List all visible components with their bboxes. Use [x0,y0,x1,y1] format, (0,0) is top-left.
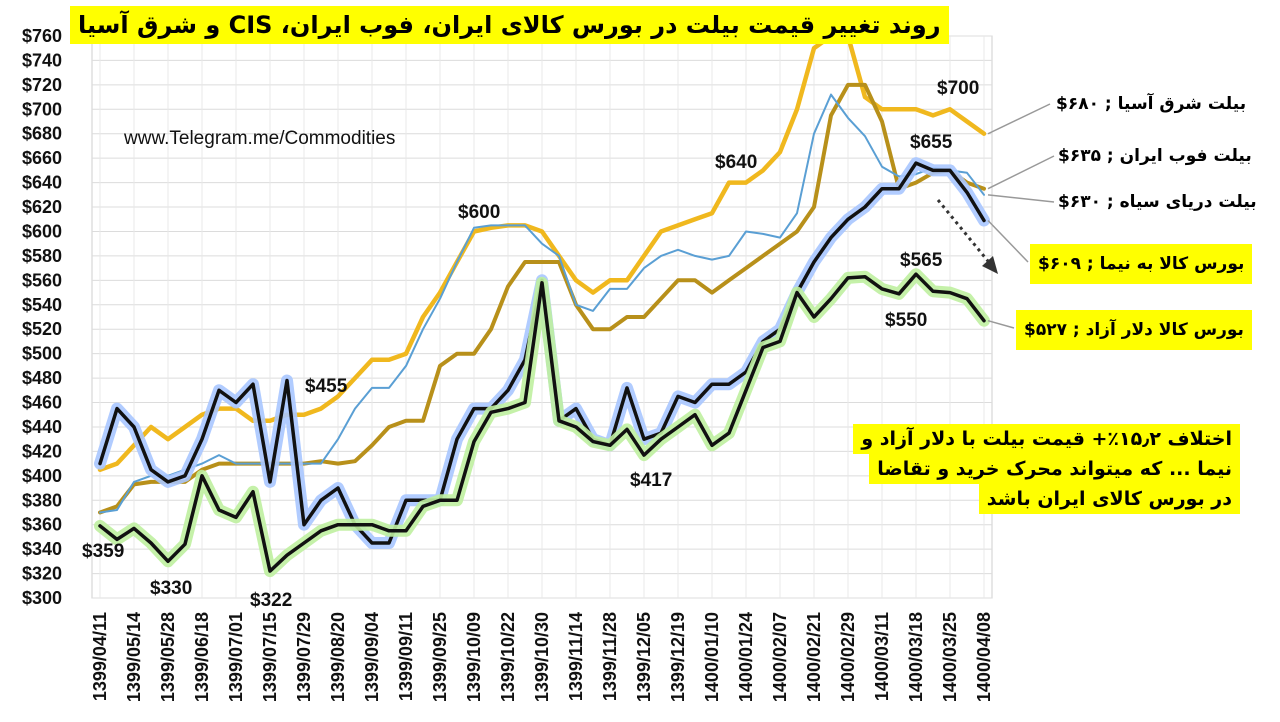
y-tick-label: $320 [22,564,62,584]
data-label: $322 [250,590,292,611]
x-tick-label: 1399/04/11 [90,612,110,701]
x-tick-label: 1399/11/14 [566,612,586,701]
trend-arrow-head [982,256,998,274]
data-label: $550 [885,310,927,331]
note-line-2: نیما ... که میتواند محرک خرید و تقاضا [869,454,1240,484]
chart-title: روند تغییر قیمت بیلت در بورس کالای ایران… [70,6,949,44]
data-label: $330 [150,578,192,599]
data-label: $700 [937,78,979,99]
x-tick-label: 1399/10/22 [498,612,518,702]
x-tick-label: 1399/05/14 [124,612,144,702]
x-tick-label: 1399/09/11 [396,612,416,701]
y-tick-label: $720 [22,75,62,95]
x-tick-label: 1399/07/15 [260,612,280,702]
x-tick-label: 1399/12/05 [634,612,654,702]
x-tick-label: 1399/08/20 [328,612,348,702]
y-tick-label: $340 [22,539,62,559]
y-tick-label: $460 [22,393,62,413]
leader-line-east_asia [987,103,1051,135]
x-tick-label: 1399/11/28 [600,612,620,701]
leader-line-black_sea [987,194,1055,203]
y-tick-label: $380 [22,490,62,510]
y-tick-label: $600 [22,221,62,241]
y-tick-label: $400 [22,466,62,486]
y-tick-label: $540 [22,295,62,315]
x-tick-label: 1400/01/10 [702,612,722,702]
source-link[interactable]: www.Telegram.me/Commodities [124,128,396,149]
y-tick-label: $620 [22,197,62,217]
legend-black-sea: بیلت دریای سیاه ; ۶۳۰$ [1058,192,1257,212]
x-axis: 1399/04/11 1399/05/14 1399/05/28 1399/06/18… [90,612,994,702]
y-tick-label: $300 [22,588,62,608]
x-tick-label: 1399/07/29 [294,612,314,702]
legend-fob-iran: بیلت فوب ایران ; ۶۳۵$ [1058,146,1252,166]
data-label: $417 [630,470,672,491]
series-line-free_dollar [98,272,986,573]
y-tick-label: $520 [22,319,62,339]
x-tick-label: 1400/04/08 [974,612,994,702]
x-tick-label: 1400/03/18 [906,612,926,702]
leader-line-free_dollar [987,319,1015,329]
trend-arrow-line [936,199,994,267]
x-tick-label: 1400/03/25 [940,612,960,702]
x-tick-label: 1399/12/19 [668,612,688,702]
y-axis: $300 $320 $340 $360 $380 $400 $420 $440 $460 $480… [22,26,62,608]
series-line-black_sea [99,93,985,514]
x-tick-label: 1399/10/09 [464,612,484,702]
y-tick-label: $740 [22,50,62,70]
data-label: $455 [305,376,348,397]
x-tick-label: 1399/09/25 [430,612,450,702]
y-tick-label: $500 [22,344,62,364]
x-tick-label: 1399/10/30 [532,612,552,702]
y-tick-label: $660 [22,148,62,168]
x-tick-label: 1400/03/11 [872,612,892,701]
data-label: $655 [910,132,953,153]
y-tick-label: $640 [22,173,62,193]
x-tick-label: 1399/06/18 [192,612,212,702]
leader-line-fob_iran [987,155,1055,190]
data-label: $359 [82,541,124,562]
x-tick-label: 1399/05/28 [158,612,178,702]
legend-free-dollar: بورس کالا دلار آزاد ; ۵۲۷$ [1016,310,1252,350]
y-tick-label: $420 [22,441,62,461]
x-tick-label: 1400/02/21 [804,612,824,702]
leader-line-nima [987,219,1029,263]
y-tick-label: $560 [22,270,62,290]
legend-east-asia: بیلت شرق آسیا ; ۶۸۰$ [1056,94,1247,114]
legend-nima: بورس کالا به نیما ; ۶۰۹$ [1030,244,1253,284]
x-tick-label: 1400/02/07 [770,612,790,702]
y-tick-label: $700 [22,99,62,119]
note-line-3: در بورس کالای ایران باشد [978,484,1240,514]
x-tick-label: 1400/02/29 [838,612,858,702]
y-tick-label: $580 [22,246,62,266]
y-tick-label: $360 [22,515,62,535]
data-label: $565 [900,250,943,271]
y-tick-label: $440 [22,417,62,437]
data-label: $640 [715,152,757,173]
chart-series [94,33,990,578]
y-tick-label: $680 [22,124,62,144]
y-tick-label: $760 [22,26,62,46]
difference-note: اختلاف ۱۵٫۲٪+ قیمت بیلت با دلار آزاد و ن… [853,424,1240,514]
x-tick-label: 1399/07/01 [226,612,246,702]
note-line-1: اختلاف ۱۵٫۲٪+ قیمت بیلت با دلار آزاد و [853,424,1240,454]
y-tick-label: $480 [22,368,62,388]
data-label: $600 [458,202,500,223]
x-tick-label: 1400/01/24 [736,612,756,702]
legend-leader-lines [936,103,1055,329]
x-tick-label: 1399/09/04 [362,612,382,702]
